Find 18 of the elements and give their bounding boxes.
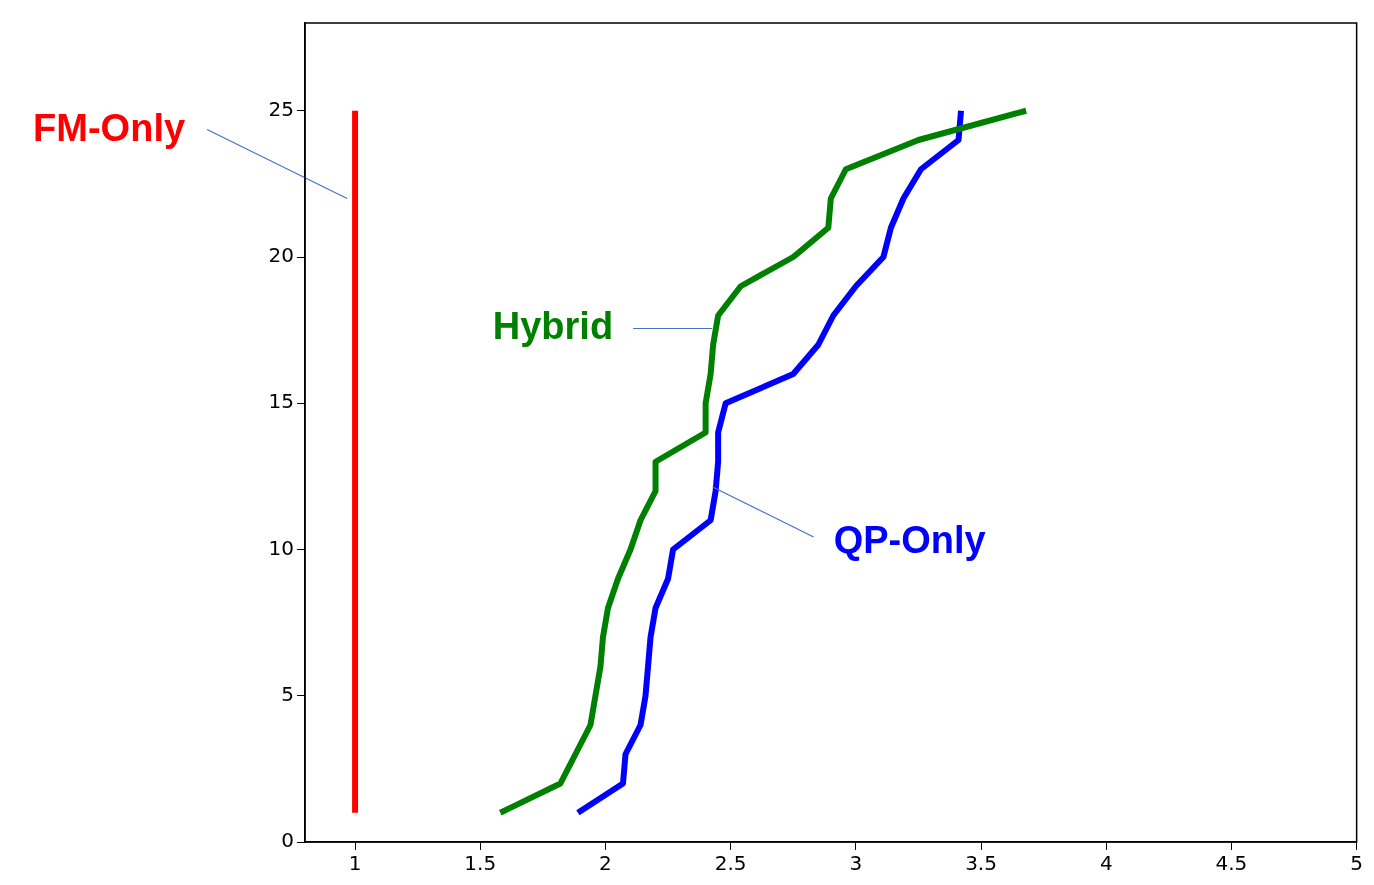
y-tick-label: 5 [281, 681, 294, 706]
x-tick-label: 3 [849, 851, 863, 876]
y-tick-label: 25 [268, 96, 294, 121]
x-tick-label: 2 [599, 851, 612, 876]
y-tick-label: 10 [268, 535, 294, 560]
y-tick-label: 15 [268, 389, 294, 414]
text: Hybrid [492, 304, 614, 347]
x-tick-label: 5 [1350, 851, 1363, 876]
x-tick-label: 3.5 [965, 851, 997, 876]
x-tick-label: 4 [1099, 851, 1113, 876]
y-tick-label: 20 [268, 243, 294, 268]
text: FM-Only [33, 106, 186, 149]
y-tick-label: 0 [281, 828, 294, 853]
x-tick-label: 4.5 [1215, 851, 1248, 876]
x-tick-label: 2.5 [714, 851, 747, 876]
x-tick-label: 1 [348, 851, 362, 876]
text: QP-Only [833, 519, 986, 562]
x-tick-label: 1.5 [464, 851, 497, 876]
